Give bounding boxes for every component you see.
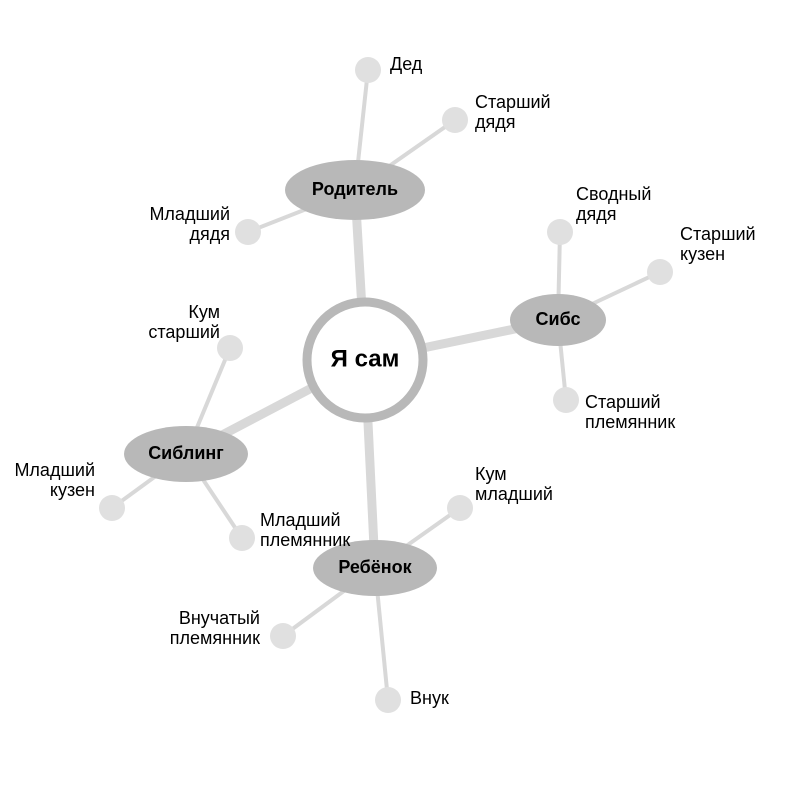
minor-node-starshiy_kuzen bbox=[647, 259, 673, 285]
minor-node-starshiy_dyadya bbox=[442, 107, 468, 133]
minor-node-kum_mladshiy bbox=[447, 495, 473, 521]
center-label: Я сам bbox=[331, 345, 400, 372]
minor-label-kum_starshiy: Кумстарший bbox=[148, 302, 220, 342]
minor-label-vnuch_plem: Внучатыйплемянник bbox=[170, 608, 260, 648]
major-label-parent: Родитель bbox=[312, 179, 398, 199]
minor-label-vnuk: Внук bbox=[410, 688, 449, 708]
minor-label-starshiy_dyadya: Старшийдядя bbox=[475, 92, 551, 132]
minor-label-mladshiy_plem: Младшийплемянник bbox=[260, 510, 350, 550]
minor-label-starshiy_kuzen: Старшийкузен bbox=[680, 224, 756, 264]
minor-label-mladshiy_kuzen: Младшийкузен bbox=[14, 460, 95, 500]
minor-node-ded bbox=[355, 57, 381, 83]
minor-node-vnuch_plem bbox=[270, 623, 296, 649]
kinship-diagram: Родитель Сибс Сиблинг Ребёнок Я сам Дед Старши… bbox=[0, 0, 788, 788]
minor-node-kum_starshiy bbox=[217, 335, 243, 361]
minor-node-mladshiy_kuzen bbox=[99, 495, 125, 521]
minor-label-mladshiy_dyadya: Младшийдядя bbox=[149, 204, 230, 244]
minor-label-starshiy_plem: Старшийплемянник bbox=[585, 392, 675, 432]
minor-node-mladshiy_dyadya bbox=[235, 219, 261, 245]
minor-label-ded: Дед bbox=[390, 54, 423, 74]
minor-label-kum_mladshiy: Куммладший bbox=[475, 464, 553, 504]
minor-node-vnuk bbox=[375, 687, 401, 713]
minor-node-mladshiy_plem bbox=[229, 525, 255, 551]
major-label-sibling: Сиблинг bbox=[148, 443, 224, 463]
major-label-sibs: Сибс bbox=[536, 309, 581, 329]
major-label-child: Ребёнок bbox=[338, 557, 412, 577]
minor-node-svodny_dyadya bbox=[547, 219, 573, 245]
minor-node-starshiy_plem bbox=[553, 387, 579, 413]
minor-label-svodny_dyadya: Сводныйдядя bbox=[576, 184, 651, 224]
